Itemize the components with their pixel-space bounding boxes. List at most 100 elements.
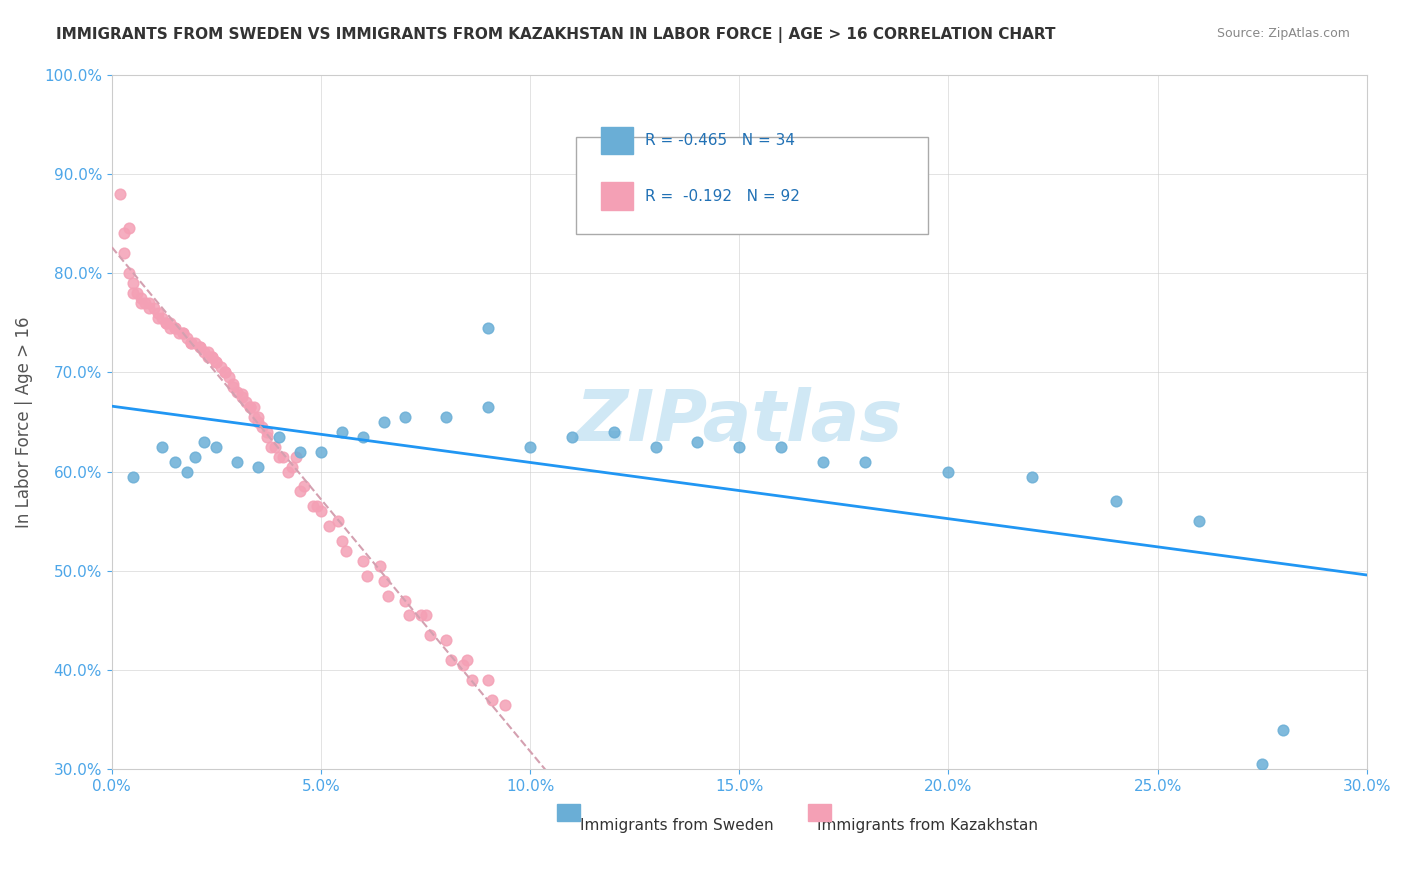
Point [201, 351, 224, 365]
Bar [602, 127, 633, 154]
Point [284, 450, 307, 464]
Point [235, 395, 257, 409]
Point [256, 425, 278, 439]
Y-axis label: In Labor Force | Age > 16: In Labor Force | Age > 16 [15, 316, 32, 528]
Point [356, 568, 378, 582]
Point [252, 420, 274, 434]
Point [117, 266, 139, 280]
Point [129, 295, 152, 310]
Point [811, 455, 834, 469]
Point [222, 377, 245, 392]
Point [451, 658, 474, 673]
Point [264, 440, 287, 454]
Point [150, 440, 173, 454]
Bar [557, 804, 579, 822]
Point [260, 440, 283, 454]
Point [176, 330, 198, 344]
Point [247, 415, 270, 429]
Point [226, 385, 249, 400]
Point [436, 633, 458, 648]
Point [201, 351, 224, 365]
Point [477, 320, 499, 334]
Text: R =  -0.192   N = 92: R = -0.192 N = 92 [645, 188, 800, 203]
Point [373, 574, 395, 588]
Point [644, 440, 666, 454]
Point [411, 608, 433, 623]
Point [129, 291, 152, 305]
Point [415, 608, 437, 623]
Point [394, 409, 416, 424]
Point [477, 673, 499, 687]
Point [335, 544, 357, 558]
Point [163, 455, 186, 469]
Point [269, 450, 291, 464]
Point [686, 434, 709, 449]
Bar [808, 804, 831, 822]
Point [239, 400, 262, 414]
Point [373, 415, 395, 429]
Point [159, 316, 181, 330]
Point [146, 306, 169, 320]
Point [222, 380, 245, 394]
Point [112, 227, 135, 241]
Point [256, 430, 278, 444]
Point [292, 479, 315, 493]
Text: Source: ZipAtlas.com: Source: ZipAtlas.com [1216, 27, 1350, 40]
Point [214, 365, 236, 379]
Point [231, 387, 253, 401]
Point [326, 514, 349, 528]
Point [352, 554, 374, 568]
Point [269, 430, 291, 444]
Point [243, 409, 266, 424]
Point [243, 400, 266, 414]
Point [226, 455, 249, 469]
Point [1272, 723, 1295, 737]
Point [125, 285, 148, 300]
Point [561, 430, 583, 444]
Point [205, 355, 228, 369]
Point [180, 335, 202, 350]
Point [288, 444, 311, 458]
Point [309, 444, 332, 458]
Point [394, 593, 416, 607]
Point [603, 425, 626, 439]
Point [436, 409, 458, 424]
Text: Immigrants from Kazakhstan: Immigrants from Kazakhstan [817, 818, 1038, 833]
Point [121, 469, 143, 483]
Point [167, 326, 190, 340]
Point [398, 608, 420, 623]
Point [184, 450, 207, 464]
Point [853, 455, 876, 469]
Point [519, 440, 541, 454]
Point [146, 310, 169, 325]
Point [377, 589, 399, 603]
Point [180, 335, 202, 350]
Point [247, 409, 270, 424]
Point [419, 628, 441, 642]
Point [117, 221, 139, 235]
Point [188, 341, 211, 355]
Point [1021, 469, 1043, 483]
Point [138, 301, 160, 315]
Point [108, 186, 131, 201]
Point [155, 316, 177, 330]
Point [138, 295, 160, 310]
Point [188, 341, 211, 355]
Point [172, 326, 194, 340]
Point [112, 246, 135, 260]
Point [352, 430, 374, 444]
FancyBboxPatch shape [576, 137, 928, 235]
Text: R = -0.465   N = 34: R = -0.465 N = 34 [645, 133, 796, 148]
Point [150, 310, 173, 325]
Point [163, 320, 186, 334]
Point [231, 390, 253, 404]
Point [197, 351, 219, 365]
Point [163, 320, 186, 334]
Point [494, 698, 516, 712]
Point [214, 365, 236, 379]
Point [159, 320, 181, 334]
Point [142, 301, 165, 315]
Point [305, 500, 328, 514]
Point [309, 504, 332, 518]
Point [330, 534, 353, 549]
